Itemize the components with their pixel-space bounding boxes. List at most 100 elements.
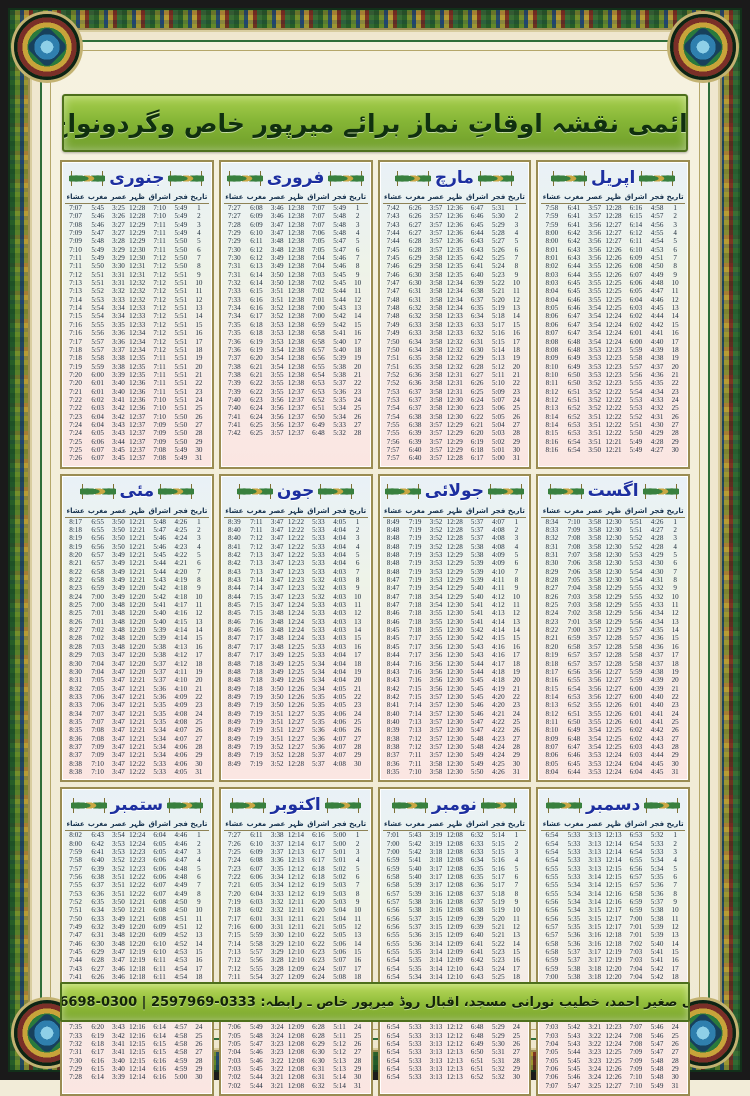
cell-time: 4:56 xyxy=(650,220,664,229)
cell-time: 12:18 xyxy=(129,973,146,982)
table-row: 23 5:09 6:25 12:31 3:58 6:37 7:53 xyxy=(383,388,527,396)
cell-time: 5:43 xyxy=(470,651,484,660)
cell-time: 12:33 xyxy=(129,320,146,329)
cell-date: 25 xyxy=(354,1031,362,1040)
cell-time: 6:45 xyxy=(470,220,484,229)
cell-date: 25 xyxy=(512,1031,520,1040)
table-row: 28 4:24 5:48 12:30 3:57 7:12 8:38 xyxy=(383,743,527,751)
cell-time: 5:50 xyxy=(174,437,188,446)
cell-time: 3:51 xyxy=(270,287,284,296)
table-row: 16 4:41 6:01 12:24 3:54 6:47 8:07 xyxy=(541,329,685,337)
table-row: 2 4:46 6:05 12:24 3:53 6:42 8:00 xyxy=(65,840,209,848)
table-row: 4 4:23 5:46 12:21 3:50 6:56 8:19 xyxy=(65,543,209,551)
table-row: 31 5:49 7:08 12:37 3:45 6:07 7:26 xyxy=(65,454,209,462)
cell-time: 5:56 xyxy=(250,956,263,965)
cell-time: 5:37 xyxy=(312,751,325,760)
table-row: 14 4:52 6:10 12:20 3:48 6:30 7:46 xyxy=(65,940,209,948)
cell-time: 12:11 xyxy=(288,898,304,907)
cell-time: 3:47 xyxy=(270,559,284,568)
cell-date: 8 xyxy=(197,576,201,585)
cell-date: 26 xyxy=(195,1039,203,1048)
table-row: 6 5:47 7:05 12:38 3:48 6:12 7:30 xyxy=(224,246,368,254)
cell-time: 8:01 xyxy=(545,254,559,263)
cell-time: 8:47 xyxy=(228,642,241,651)
cell-time: 5:11 xyxy=(333,1031,346,1040)
cell-time: 7:25 xyxy=(69,445,82,454)
cell-date: 12 xyxy=(671,609,679,618)
cell-time: 3:14 xyxy=(429,948,443,957)
cell-time: 7:14 xyxy=(408,701,422,710)
cell-time: 12:13 xyxy=(287,848,305,856)
cell-time: 6:02 xyxy=(91,395,104,404)
table-row: 18 5:25 6:43 12:10 3:14 5:34 6:54 xyxy=(383,973,527,981)
table-row: 30 4:45 6:04 12:24 3:53 6:45 8:05 xyxy=(541,760,685,768)
cell-time: 7:21 xyxy=(228,881,241,890)
cell-date: 4 xyxy=(197,856,201,865)
cell-time: 3:58 xyxy=(429,767,443,776)
table-row: 10 5:19 6:38 12:08 3:16 5:38 6:56 xyxy=(383,906,527,914)
cell-time: 12:23 xyxy=(287,559,305,568)
cell-time: 12:29 xyxy=(605,601,622,610)
cell-time: 5:33 xyxy=(312,517,325,526)
column-header-1: فجر xyxy=(172,819,189,832)
cell-time: 7:31 xyxy=(69,1048,82,1057)
cell-time: 3:56 xyxy=(429,684,443,693)
cell-date: 13 xyxy=(671,931,679,940)
cell-time: 7:17 xyxy=(408,634,422,643)
cell-time: 5:35 xyxy=(153,709,166,718)
cell-time: 7:25 xyxy=(228,848,241,856)
cell-time: 5:33 xyxy=(567,864,581,873)
cell-time: 12:09 xyxy=(446,939,463,948)
table-header-row: تاریخ فجر اشراق ظہر عصر مغرب عشاء xyxy=(65,505,209,518)
cell-time: 7:10 xyxy=(69,245,82,254)
cell-time: 3:47 xyxy=(112,759,125,768)
cell-time: 12:38 xyxy=(287,379,305,388)
cell-time: 5:37 xyxy=(312,759,325,768)
cell-time: 12:23 xyxy=(287,592,305,601)
cell-time: 12:37 xyxy=(129,412,146,421)
cell-time: 5:42 xyxy=(567,1023,581,1032)
cell-time: 12:29 xyxy=(446,437,463,446)
cell-time: 3:34 xyxy=(112,304,125,313)
prayer-times-table: تاریخ فجر اشراق ظہر عصر مغرب عشاء 1 5:14 6:32 12:0… xyxy=(382,819,527,1081)
cell-time: 5:35 xyxy=(408,956,422,965)
table-row: 30 5:32 6:52 12:13 3:13 5:33 6:54 xyxy=(383,1073,527,1081)
cell-time: 12:10 xyxy=(287,956,305,965)
cell-time: 12:24 xyxy=(287,626,305,635)
cell-time: 5:49 xyxy=(174,229,188,238)
cell-time: 8:14 xyxy=(545,412,559,421)
month-name: فروری xyxy=(266,167,325,188)
cell-time: 6:38 xyxy=(408,412,422,421)
cell-time: 12:21 xyxy=(129,734,146,743)
cell-time: 5:49 xyxy=(174,212,188,221)
cell-date: 28 xyxy=(354,1056,362,1065)
cell-time: 3:55 xyxy=(588,701,602,710)
cell-time: 5:16 xyxy=(492,856,505,865)
cell-time: 3:18 xyxy=(429,856,443,865)
cell-time: 12:30 xyxy=(129,254,146,263)
cell-time: 5:58 xyxy=(250,939,263,948)
cell-time: 7:07 xyxy=(629,1023,643,1032)
table-row: 13 4:45 6:03 12:25 3:54 6:46 8:05 xyxy=(541,304,685,312)
cell-time: 5:33 xyxy=(408,1031,422,1040)
cell-date: 9 xyxy=(514,270,519,279)
table-row: 3 4:24 5:46 12:21 3:50 6:56 8:19 xyxy=(65,534,209,542)
cell-time: 3:53 xyxy=(588,362,602,371)
cell-time: 6:28 xyxy=(408,245,422,254)
cell-date: 29 xyxy=(195,751,203,760)
cell-time: 8:25 xyxy=(69,609,82,618)
cell-time: 5:33 xyxy=(312,626,325,635)
cell-time: 5:48 xyxy=(470,734,484,743)
table-row: 10 4:50 6:08 12:21 3:50 6:34 7:51 xyxy=(65,906,209,914)
cell-time: 6:04 xyxy=(250,889,263,898)
cell-time: 6:35 xyxy=(408,362,422,371)
cell-time: 6:49 xyxy=(567,726,581,735)
cell-time: 6:09 xyxy=(629,254,643,263)
cell-time: 12:23 xyxy=(605,1023,622,1032)
cell-time: 3:23 xyxy=(270,1048,284,1057)
table-row: 25 5:11 6:28 12:08 3:24 5:48 7:05 xyxy=(224,1032,368,1040)
cell-time: 7:29 xyxy=(228,237,241,246)
cell-time: 12:13 xyxy=(446,1064,463,1073)
floral-ornament-icon xyxy=(226,170,263,186)
cell-time: 6:07 xyxy=(629,270,643,279)
